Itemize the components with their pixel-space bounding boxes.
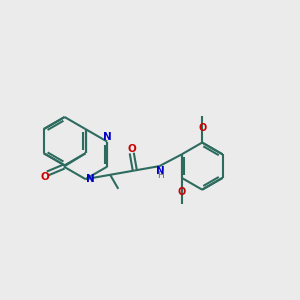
Text: H: H (157, 171, 164, 180)
Text: N: N (103, 132, 112, 142)
Text: N: N (156, 166, 164, 176)
Text: O: O (178, 187, 186, 197)
Text: O: O (198, 123, 206, 134)
Text: O: O (40, 172, 49, 182)
Text: O: O (128, 144, 136, 154)
Text: N: N (86, 174, 95, 184)
